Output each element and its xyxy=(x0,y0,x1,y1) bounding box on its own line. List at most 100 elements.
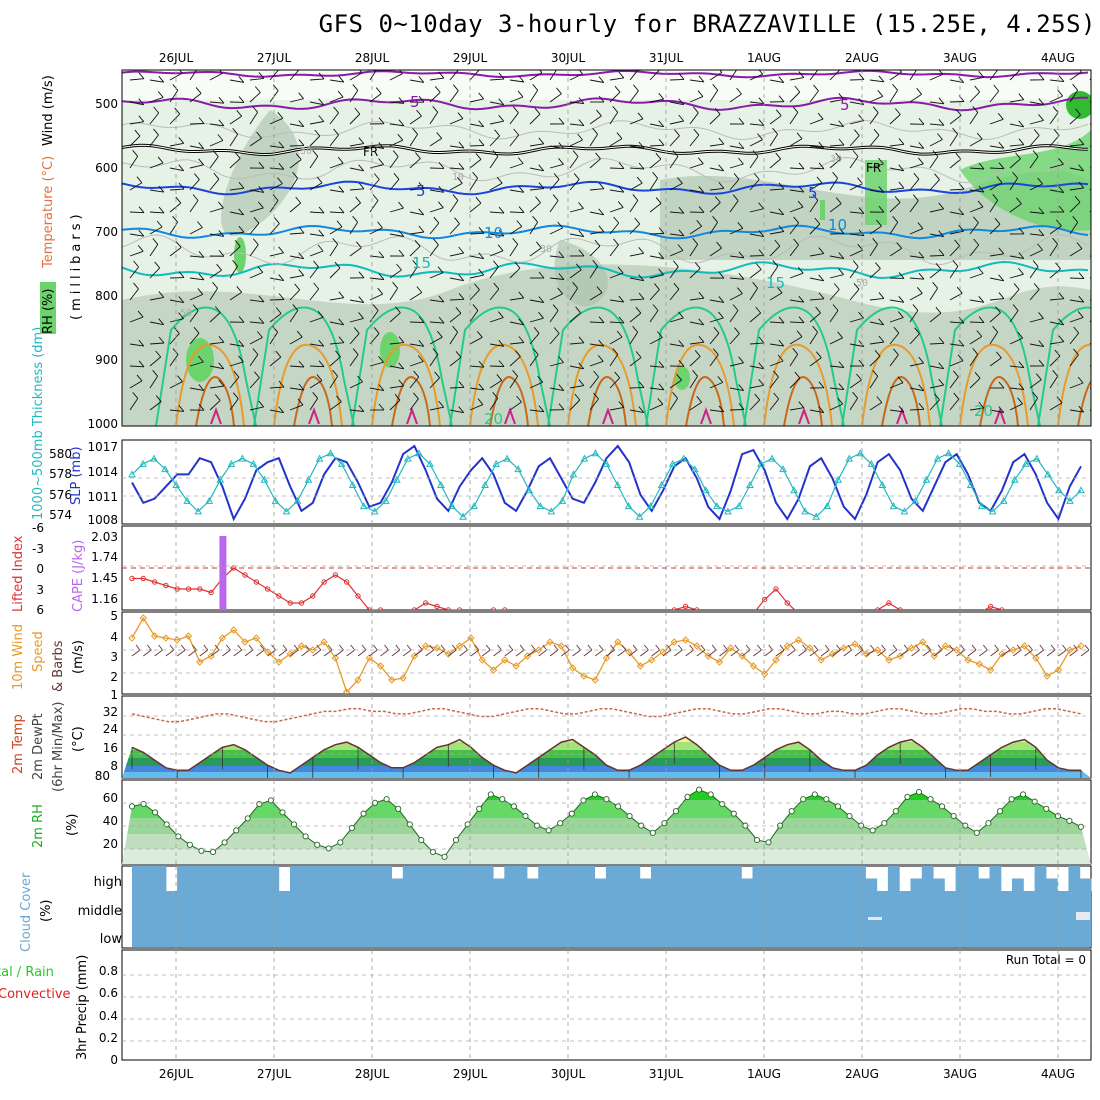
wind-barb xyxy=(749,73,763,81)
wind-barb xyxy=(318,115,325,122)
wind10-point xyxy=(840,644,848,652)
diurnal-contour xyxy=(979,376,1019,426)
wind-barb xyxy=(549,387,564,392)
wind-barb xyxy=(809,357,822,367)
cape-tick: 1.74 xyxy=(91,550,118,564)
wind-barb xyxy=(893,348,899,356)
wind-barb xyxy=(569,365,584,370)
wind-barb xyxy=(1069,71,1082,81)
wind-barb xyxy=(169,354,179,367)
temp-panel xyxy=(121,695,1092,779)
wind10-barb xyxy=(357,649,367,657)
wind-barb xyxy=(229,361,244,367)
wind10-barb xyxy=(316,644,322,651)
wind10-barb xyxy=(256,649,265,657)
wind-barb xyxy=(929,254,945,257)
wind-barb xyxy=(258,400,265,408)
diurnal-contour xyxy=(798,407,810,425)
wind10-barb xyxy=(1001,649,1011,657)
wind10-barb xyxy=(764,649,773,657)
wind-barb xyxy=(669,266,679,279)
wind10-point xyxy=(1043,672,1051,680)
wind10-barb xyxy=(798,649,807,657)
wind-barb xyxy=(394,393,401,401)
wind-tick: 1 xyxy=(110,688,118,702)
wind-barb xyxy=(229,187,244,191)
wind-barb xyxy=(858,359,865,367)
wind-barb xyxy=(729,362,744,367)
wind-barb xyxy=(149,401,162,411)
wind-barb xyxy=(249,137,262,147)
wind-barb xyxy=(289,289,301,301)
wind-barb xyxy=(409,398,419,411)
rh2m-point xyxy=(337,839,344,846)
rh2m-point xyxy=(834,803,842,810)
wind-barb xyxy=(1049,355,1061,367)
wind-barb xyxy=(229,246,241,257)
wind10-barb xyxy=(429,644,435,651)
cloud-high-bar xyxy=(583,866,596,891)
temp-tick: 80 xyxy=(95,769,110,783)
wind-barb xyxy=(796,132,803,140)
thickness-point xyxy=(139,459,147,467)
diurnal-contour xyxy=(293,376,333,426)
wind-barb xyxy=(789,189,804,193)
wind10-barb xyxy=(402,649,412,657)
wind-barb xyxy=(889,332,900,345)
wind-barb xyxy=(193,326,200,334)
date-label-top: 2AUG xyxy=(845,51,879,65)
wind-barb xyxy=(449,356,462,367)
wind-barb xyxy=(689,321,704,326)
wind-barb xyxy=(729,255,744,259)
wind-barb xyxy=(149,211,165,214)
wind-barb xyxy=(232,128,239,135)
wind-barb xyxy=(689,163,704,169)
wind-barb xyxy=(958,208,965,215)
wind-barb xyxy=(909,93,922,103)
rh2m-point xyxy=(603,796,610,803)
wind-barb xyxy=(1018,268,1024,275)
wind-barb xyxy=(1072,83,1078,91)
wind-barb xyxy=(709,222,718,235)
wind-barb xyxy=(238,96,245,103)
wind-barb xyxy=(598,182,605,189)
wind-barb xyxy=(309,156,319,169)
wind-barb xyxy=(949,398,960,411)
wind-barb xyxy=(998,406,1005,413)
wind-barb xyxy=(955,109,962,116)
rh-contour xyxy=(122,234,1089,266)
date-label-top: 1AUG xyxy=(747,51,781,65)
wind-barb xyxy=(589,343,604,347)
rh2m-point xyxy=(927,796,934,803)
wind-barb xyxy=(398,230,405,237)
wind-barb xyxy=(209,365,224,370)
wind-barb xyxy=(909,255,924,259)
wind-barb xyxy=(898,272,905,279)
wind-barb xyxy=(312,150,319,157)
wind-barb xyxy=(437,266,444,273)
cape-panel xyxy=(121,525,1092,611)
wind-barb xyxy=(398,379,405,387)
wind-barb xyxy=(738,384,745,391)
thickness-point xyxy=(635,512,644,520)
wind10-barb xyxy=(293,644,299,651)
wind-barb xyxy=(1029,397,1038,411)
wind-barb xyxy=(229,376,240,389)
wind-barb xyxy=(532,84,539,91)
wind10-barb xyxy=(549,649,559,657)
cloud-high-bar xyxy=(775,866,787,891)
wind10-barb xyxy=(339,644,344,651)
wind-barb xyxy=(889,202,901,213)
wind-barb xyxy=(398,97,405,104)
wind-barb xyxy=(713,326,720,334)
wind-barb xyxy=(269,277,284,282)
wind-barb xyxy=(938,97,945,105)
slp-tick: 1011 xyxy=(87,490,118,504)
wind-barb xyxy=(595,152,601,160)
wind10-point xyxy=(422,642,430,650)
cloud-high-bar xyxy=(605,866,618,891)
wind-barb xyxy=(1072,216,1079,223)
cloud-high-bar xyxy=(933,878,945,891)
wind-barb xyxy=(216,263,222,271)
